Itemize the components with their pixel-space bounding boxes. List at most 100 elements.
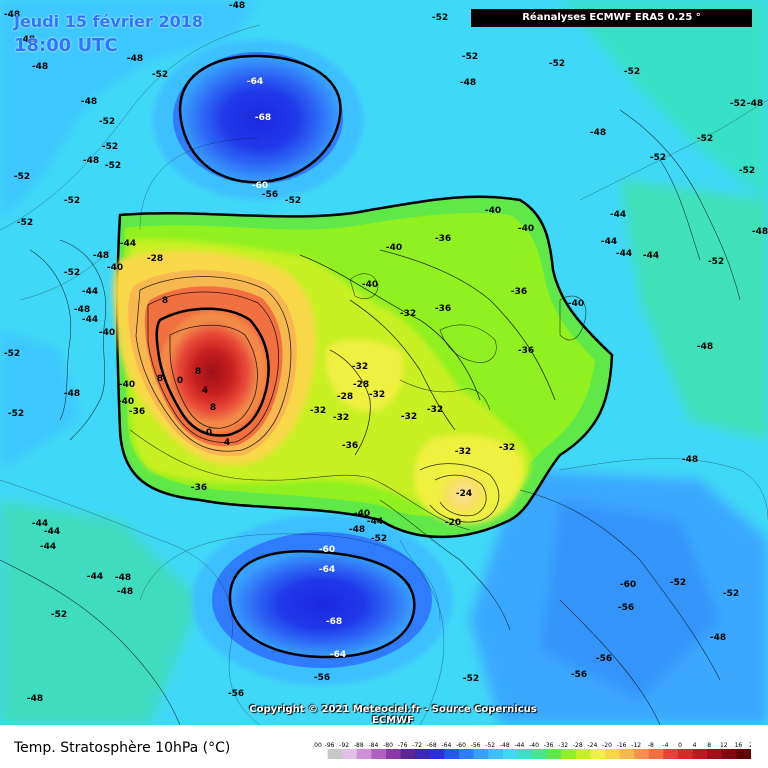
contour-label: -36 <box>435 234 451 244</box>
scale-swatches <box>313 749 751 759</box>
contour-label: -48 <box>81 97 97 107</box>
contour-label: -56 <box>596 654 612 664</box>
scale-tick-label: -28 <box>573 742 583 749</box>
contour-label: -52 <box>463 674 479 684</box>
contour-label: -48 <box>19 35 35 45</box>
contour-label: -64 <box>330 650 346 660</box>
scale-tick-label: -40 <box>529 742 539 749</box>
contour-label: -68 <box>326 617 342 627</box>
contour-label: -24 <box>456 489 472 499</box>
contour-label: -36 <box>518 346 534 356</box>
scale-swatch <box>692 749 708 759</box>
contour-label: -36 <box>191 483 207 493</box>
contour-label: -40 <box>485 206 501 216</box>
contour-label: -32 <box>369 390 385 400</box>
contour-label: -48 <box>747 99 763 109</box>
scale-tick-label: 12 <box>720 742 728 749</box>
contour-label: -52 <box>650 153 666 163</box>
contour-label: -28 <box>337 392 353 402</box>
scale-tick-label: -68 <box>427 742 437 749</box>
scale-swatch <box>400 749 416 759</box>
scale-swatch <box>648 749 664 759</box>
scale-tick-label: -52 <box>485 742 495 749</box>
scale-tick-label: -20 <box>602 742 612 749</box>
scale-tick-label: -64 <box>441 742 451 749</box>
scale-swatch <box>546 749 562 759</box>
contour-label: 0 <box>206 428 212 438</box>
scale-tick-label: -84 <box>368 742 378 749</box>
scale-tick-label: -60 <box>456 742 466 749</box>
scale-swatch <box>327 749 343 759</box>
contour-label: -52 <box>462 52 478 62</box>
scale-tick-label: -36 <box>544 742 554 749</box>
contour-label: -52 <box>152 70 168 80</box>
contour-label: -64 <box>319 565 335 575</box>
contour-label: -56 <box>228 689 244 699</box>
scale-swatch <box>605 749 621 759</box>
contour-labels: -48-48-48-52-52-52-52-48-48-48-52-48-52-… <box>4 1 768 704</box>
contour-label: -48 <box>27 694 43 704</box>
scale-swatch <box>721 749 737 759</box>
contour-label: 0 <box>177 376 183 386</box>
contour-label: -48 <box>349 525 365 535</box>
contour-label: -52 <box>624 67 640 77</box>
scale-tick-label: -16 <box>617 742 627 749</box>
scale-tick-label: -12 <box>631 742 641 749</box>
contour-label: 4 <box>224 438 230 448</box>
scale-swatch <box>561 749 577 759</box>
contour-label: -52 <box>8 409 24 419</box>
contour-label: -44 <box>601 237 617 247</box>
contour-label: -40 <box>386 243 402 253</box>
scale-swatch <box>371 749 387 759</box>
scale-tick-label: -100 <box>313 742 322 749</box>
scale-tick-label: -56 <box>471 742 481 749</box>
scale-tick-label: -48 <box>500 742 510 749</box>
contour-label: 8 <box>210 403 216 413</box>
contour-label: -60 <box>252 181 268 191</box>
scale-tick-label: -8 <box>648 742 654 749</box>
contour-label: -48 <box>752 227 768 237</box>
scale-tick-label: -76 <box>398 742 408 749</box>
contour-label: -52 <box>99 117 115 127</box>
scale-swatch <box>619 749 635 759</box>
scale-tick-label: -96 <box>325 742 335 749</box>
contour-label: -56 <box>571 670 587 680</box>
scale-tick-label: -4 <box>662 742 668 749</box>
contour-label: -52 <box>670 578 686 588</box>
scale-tick-label: 4 <box>693 742 697 749</box>
contour-label: -36 <box>435 304 451 314</box>
contour-label: -32 <box>401 412 417 422</box>
scale-swatch <box>488 749 504 759</box>
contour-label: -32 <box>427 405 443 415</box>
scale-swatch <box>444 749 460 759</box>
contour-label: -60 <box>319 545 335 555</box>
contour-label: -28 <box>353 380 369 390</box>
outer-shading <box>0 0 768 725</box>
scale-ticks: -100-96-92-88-84-80-76-72-68-64-60-56-52… <box>313 742 751 749</box>
contour-label: 8 <box>195 367 201 377</box>
scale-tick-label: 0 <box>678 742 682 749</box>
copyright-text: Copyright © 2021 Meteociel.fr - Source C… <box>249 704 537 726</box>
contour-label: -52 <box>105 161 121 171</box>
contour-label: -52 <box>723 589 739 599</box>
contour-label: -28 <box>147 254 163 264</box>
scale-swatch <box>736 749 751 759</box>
contour-label: -40 <box>362 280 378 290</box>
scale-swatch <box>415 749 431 759</box>
contour-label: -40 <box>118 397 134 407</box>
scale-swatch <box>473 749 489 759</box>
scale-tick-label: -92 <box>339 742 349 749</box>
scale-swatch <box>532 749 548 759</box>
contour-label: -44 <box>367 517 383 527</box>
scale-tick-label: -80 <box>383 742 393 749</box>
contour-label: -52 <box>697 134 713 144</box>
scale-swatch <box>590 749 606 759</box>
contour-label: -48 <box>32 62 48 72</box>
contour-label: -44 <box>610 210 626 220</box>
source-label: Réanalyses ECMWF ERA5 0.25 ° <box>471 9 752 27</box>
scale-tick-label: -32 <box>558 742 568 749</box>
scale-tick-label: -88 <box>354 742 364 749</box>
scale-swatch <box>575 749 591 759</box>
contour-label: -32 <box>352 362 368 372</box>
scale-swatch <box>429 749 445 759</box>
